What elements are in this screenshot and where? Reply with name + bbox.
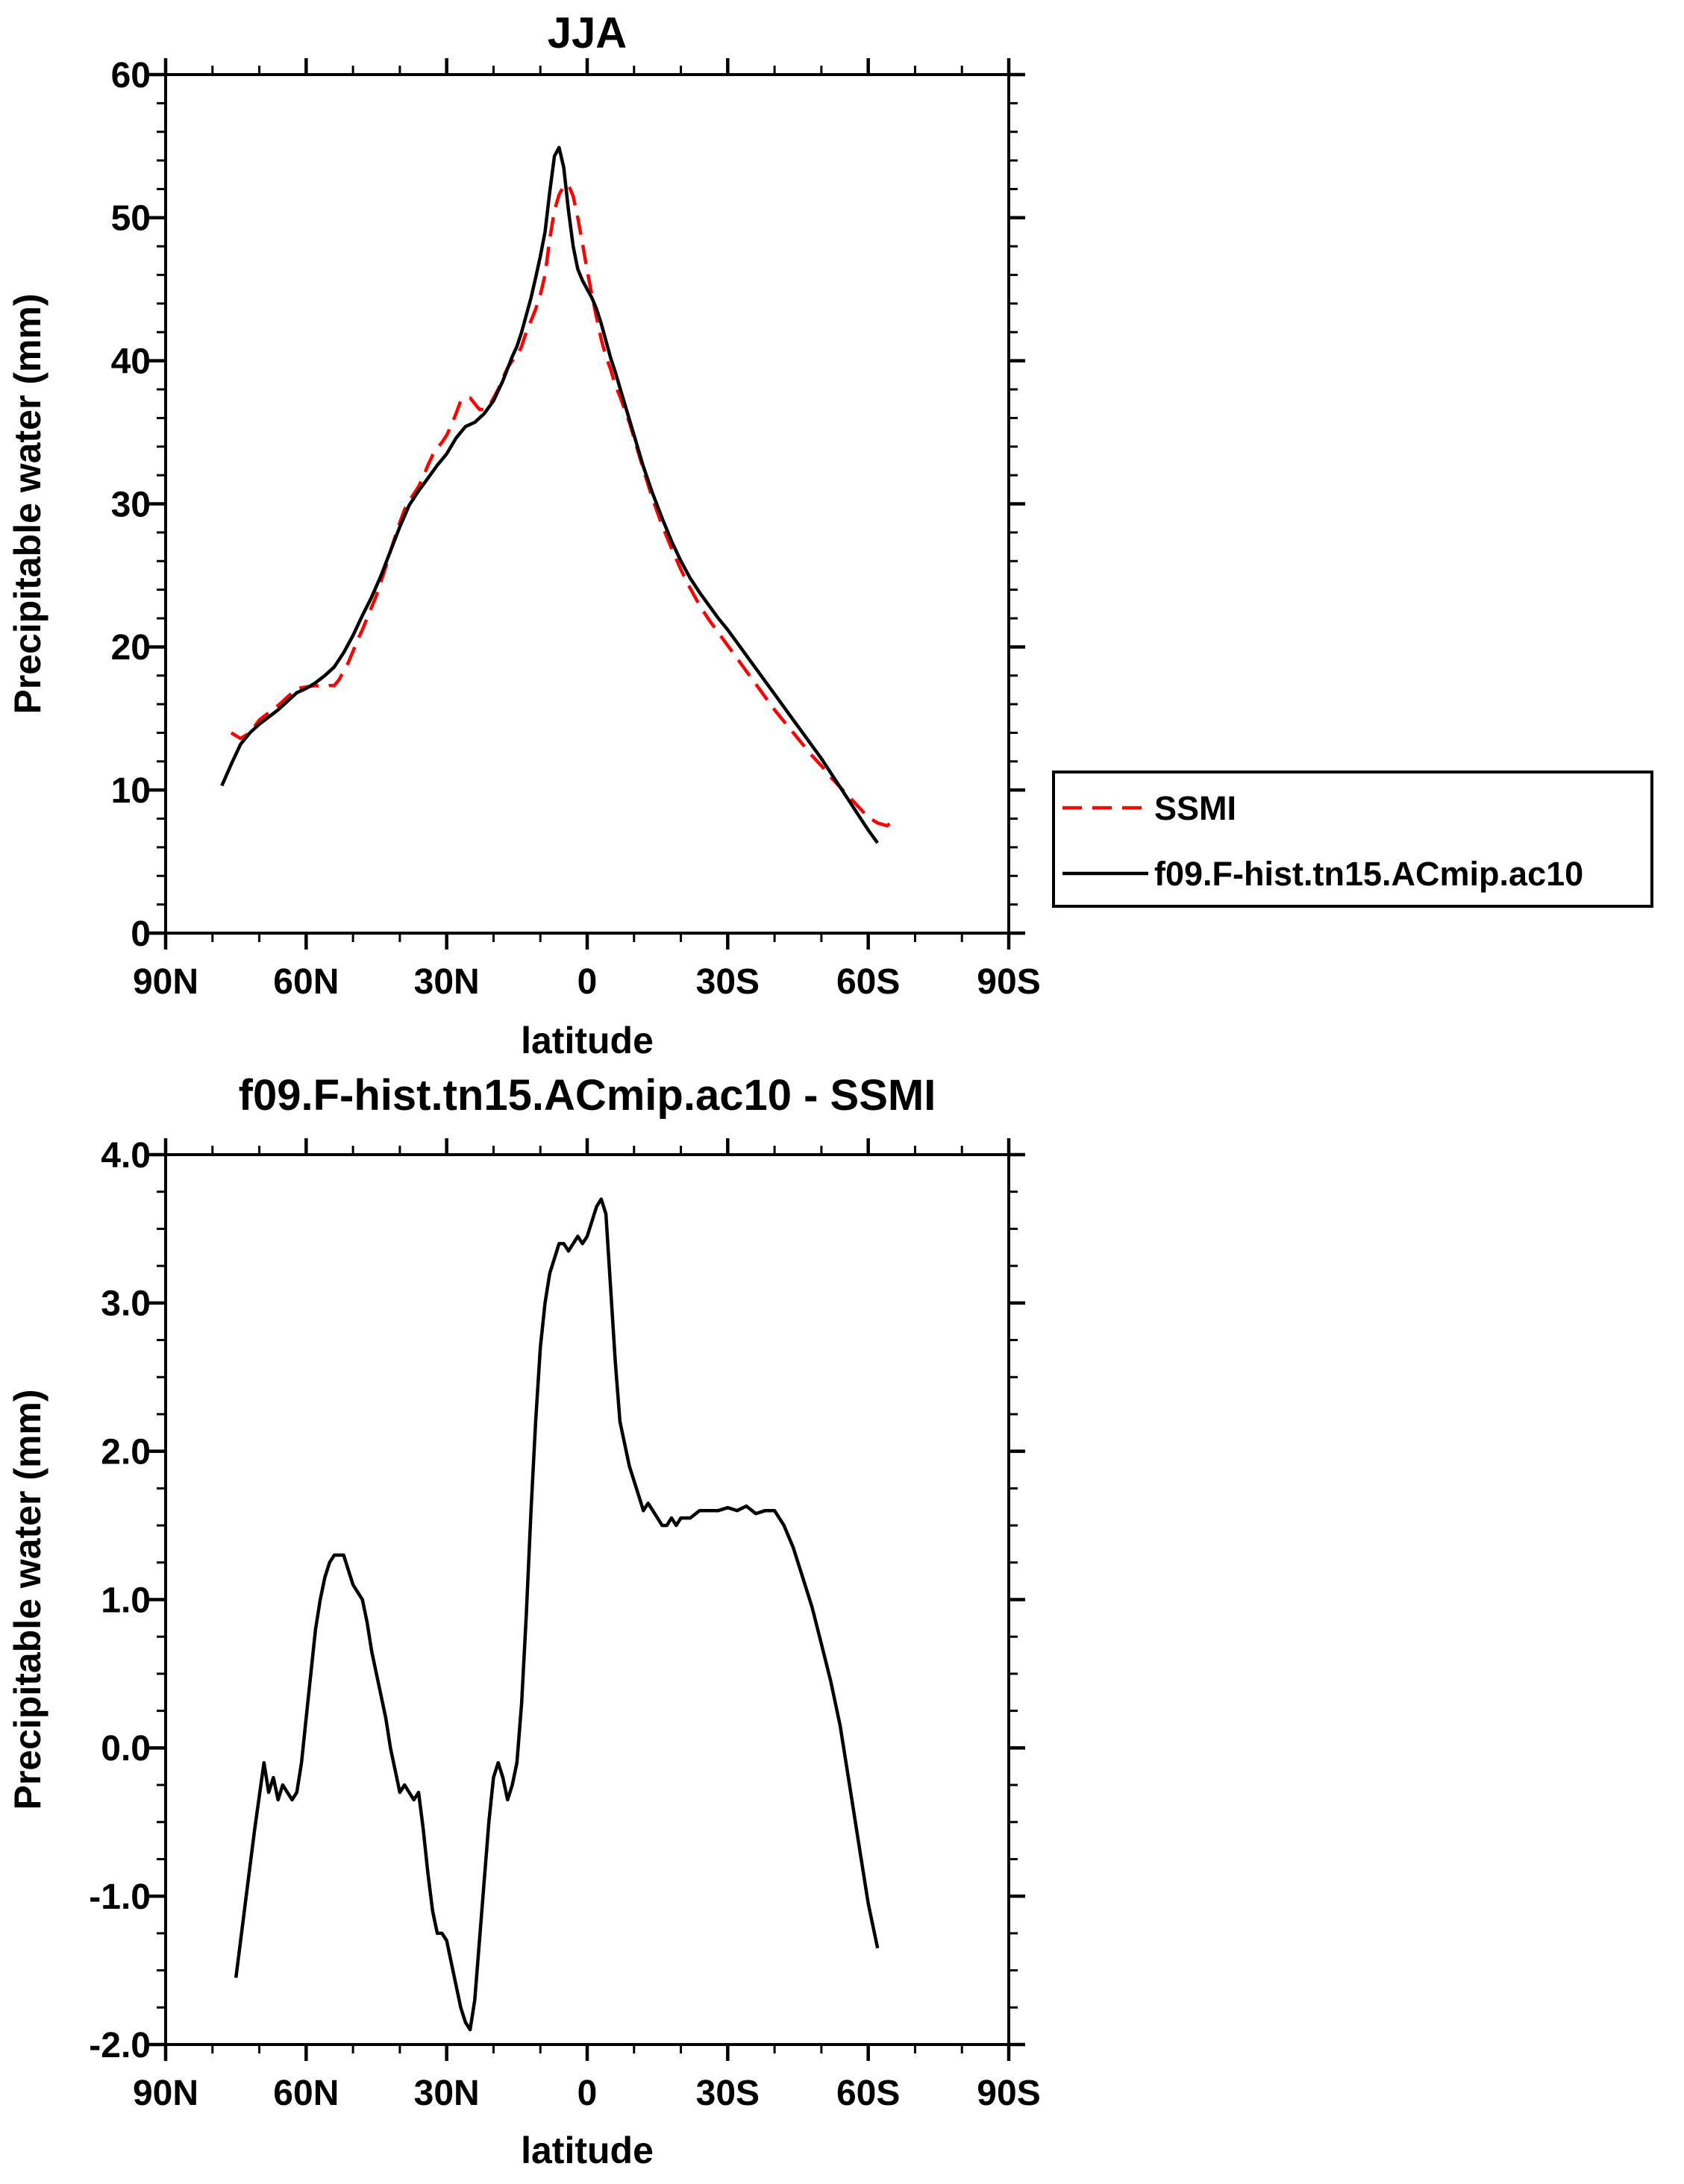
diff-axes-frame <box>164 1153 1010 2046</box>
x-tick-label: 90N <box>133 962 198 1002</box>
jja-chart: 90N 60N 30N 0 30S 60S 90S 0 10 20 30 40 50 60 JJA latit… <box>7 9 1653 1061</box>
diff-y-axis-label: Precipitable water (mm) <box>7 1389 48 1810</box>
x-tick-label: 60S <box>836 962 900 1002</box>
jja-y-axis-label: Precipitable water (mm) <box>7 293 48 714</box>
y-tick-label: 0.0 <box>101 1729 151 1769</box>
x-tick-label: 30N <box>414 2074 480 2113</box>
y-tick-label: 40 <box>111 342 151 381</box>
diff-ticks <box>149 1138 1025 2061</box>
diff-series-f09-f-hist-tn15-acmip-ac10-ssmi <box>234 1197 880 2032</box>
jja-tick-labels: 90N 60N 30N 0 30S 60S 90S 0 10 20 30 40 50 60 <box>111 56 1041 1002</box>
x-tick-label: 90N <box>133 2074 198 2113</box>
x-tick-label: 90S <box>977 962 1040 1002</box>
x-tick-label: 0 <box>577 962 598 1002</box>
legend-label: f09.F-hist.tn15.ACmip.ac10 <box>1154 855 1583 893</box>
x-tick-label: 30S <box>696 962 760 1002</box>
x-tick-label: 90S <box>977 2074 1040 2113</box>
y-tick-label: 0 <box>131 914 151 954</box>
jja-series-f09-f-hist-tn15-acmip-ac10 <box>220 145 880 844</box>
y-tick-label: 20 <box>111 628 151 668</box>
legend-label: SSMI <box>1154 789 1236 827</box>
x-tick-label: 30N <box>414 962 480 1002</box>
y-tick-label: 30 <box>111 485 151 524</box>
y-tick-label: 3.0 <box>101 1284 151 1324</box>
jja-x-axis-label: latitude <box>521 1020 654 1061</box>
x-tick-label: 60N <box>273 962 339 1002</box>
y-tick-label: -2.0 <box>89 2026 151 2065</box>
difference-chart: 90N 60N 30N 0 30S 60S 90S -2.0 -1.0 0.0 1.0 2.0 3.0 4… <box>7 1071 1041 2171</box>
legend-box <box>1052 771 1653 908</box>
x-tick-label: 0 <box>577 2074 598 2113</box>
jja-series-ssmi <box>230 183 898 828</box>
jja-legend: SSMI f09.F-hist.tn15.ACmip.ac10 <box>1052 771 1653 908</box>
jja-axes-frame <box>164 73 1010 935</box>
y-tick-label: 10 <box>111 771 151 811</box>
y-tick-label: 50 <box>111 199 151 239</box>
y-tick-label: 1.0 <box>101 1581 151 1620</box>
diff-tick-labels: 90N 60N 30N 0 30S 60S 90S -2.0 -1.0 0.0 1.0 2.0 3.0 4… <box>89 1136 1040 2113</box>
diff-chart-title: f09.F-hist.tn15.ACmip.ac10 - SSMI <box>239 1071 936 1120</box>
y-tick-label: -1.0 <box>89 1877 151 1917</box>
y-tick-label: 60 <box>111 56 151 95</box>
y-tick-label: 2.0 <box>101 1432 151 1472</box>
y-tick-label: 4.0 <box>101 1136 151 1176</box>
x-tick-label: 60S <box>836 2074 900 2113</box>
diff-x-axis-label: latitude <box>521 2130 654 2171</box>
jja-chart-title: JJA <box>548 9 627 57</box>
jja-ticks <box>149 58 1025 950</box>
x-tick-label: 60N <box>273 2074 339 2113</box>
x-tick-label: 30S <box>696 2074 760 2113</box>
